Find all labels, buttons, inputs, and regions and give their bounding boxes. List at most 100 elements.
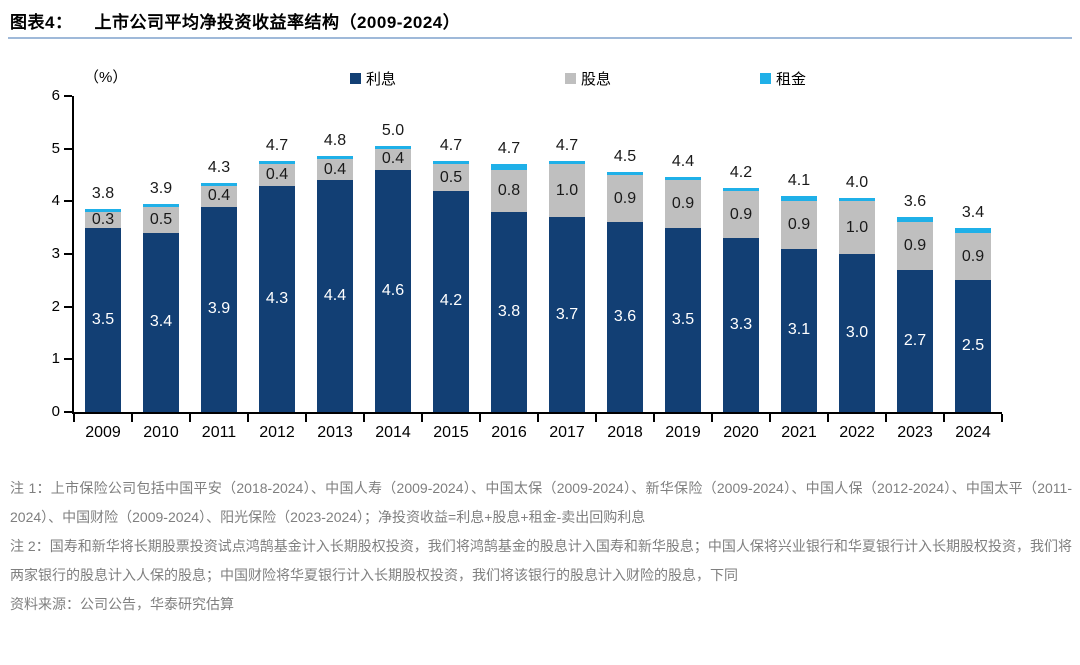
dividend-segment-label: 0.9 [787, 216, 811, 234]
dividend-segment: 0.9 [607, 175, 643, 223]
dividend-segment: 1.0 [839, 201, 875, 254]
dividend-segment: 0.4 [201, 185, 237, 207]
figure-header: 图表4： 上市公司平均净投资收益率结构（2009-2024） [10, 8, 1070, 33]
x-axis-year-label: 2018 [607, 424, 643, 441]
rent-segment [259, 161, 295, 165]
interest-segment-label: 3.3 [729, 316, 753, 334]
rent-segment [433, 161, 469, 165]
bar-2013: 4.8 0.4 4.4 [317, 132, 353, 412]
rent-segment [85, 208, 121, 212]
x-axis-year-label: 2023 [897, 424, 933, 441]
interest-segment: 2.5 [955, 280, 991, 412]
dividend-segment-label: 1.0 [555, 181, 579, 199]
y-axis-tick-label: 2 [51, 297, 60, 315]
x-axis-year-label: 2010 [143, 424, 179, 441]
interest-segment: 3.5 [665, 227, 701, 412]
x-axis-year-label: 2024 [955, 424, 991, 441]
interest-segment-label: 2.5 [961, 337, 985, 355]
x-axis-tick [363, 414, 365, 422]
interest-segment: 3.3 [723, 238, 759, 412]
interest-segment: 2.7 [897, 269, 933, 412]
total-value-label: 4.3 [207, 158, 231, 176]
bar-2015: 4.7 0.5 4.2 [433, 137, 469, 412]
x-axis-year-label: 2014 [375, 424, 411, 441]
interest-segment-label: 3.4 [149, 313, 173, 331]
bar-2023: 3.6 0.9 2.7 [897, 193, 933, 412]
bar-2017: 4.7 1.0 3.7 [549, 137, 585, 412]
rent-segment [317, 156, 353, 160]
interest-segment: 4.2 [433, 190, 469, 412]
interest-segment: 3.6 [607, 222, 643, 412]
interest-segment-label: 3.5 [91, 310, 115, 328]
bar-2022: 4.0 1.0 3.0 [839, 174, 875, 412]
x-axis-tick [131, 414, 133, 422]
total-value-label: 4.8 [323, 132, 347, 150]
interest-segment: 3.9 [201, 206, 237, 412]
bar-2014: 5.0 0.4 4.6 [375, 122, 411, 412]
legend-swatch-rent [760, 73, 771, 84]
stacked-bar-chart: （%） 利息 股息 租金 0 1 2 3 4 5 6 2009 3.8 0.3 3.5 2010 3.9… [0, 44, 1080, 464]
interest-segment-label: 4.3 [265, 289, 289, 307]
rent-segment [723, 187, 759, 191]
dividend-segment-label: 0.5 [149, 210, 173, 228]
x-axis-tick [73, 414, 75, 422]
plot-area: 0 1 2 3 4 5 6 2009 3.8 0.3 3.5 2010 3.9 0.5 3.4 2011 4.3… [52, 87, 1003, 441]
interest-segment-label: 4.2 [439, 292, 463, 310]
bar-2012: 4.7 0.4 4.3 [259, 137, 295, 412]
x-axis-tick [885, 414, 887, 422]
dividend-segment: 0.9 [897, 222, 933, 270]
bar-2009: 3.8 0.3 3.5 [85, 185, 121, 412]
x-axis-tick [305, 414, 307, 422]
x-axis-year-label: 2012 [259, 424, 295, 441]
interest-segment: 3.5 [85, 227, 121, 412]
y-axis-tick-label: 0 [51, 403, 60, 420]
total-value-label: 3.4 [961, 203, 985, 221]
total-value-label: 5.0 [381, 121, 405, 139]
dividend-segment-label: 0.9 [671, 194, 695, 212]
bar-2010: 3.9 0.5 3.4 [143, 180, 179, 412]
dividend-segment: 0.5 [143, 206, 179, 233]
interest-segment: 3.8 [491, 211, 527, 412]
dividend-segment-label: 0.8 [497, 181, 521, 199]
dividend-segment: 0.4 [259, 164, 295, 186]
title-underline [8, 37, 1072, 39]
interest-segment-label: 4.6 [381, 281, 405, 299]
footnotes: 注 1：上市保险公司包括中国平安（2018-2024）、中国人寿（2009-20… [10, 474, 1072, 619]
x-axis-year-label: 2022 [839, 424, 875, 441]
dividend-segment-label: 0.9 [961, 247, 985, 265]
figure-title: 上市公司平均净投资收益率结构（2009-2024） [94, 13, 461, 32]
source-line: 资料来源：公司公告，华泰研究估算 [10, 596, 234, 612]
interest-segment-label: 3.1 [787, 321, 811, 339]
dividend-segment-label: 0.9 [613, 189, 637, 207]
interest-segment: 4.4 [317, 180, 353, 412]
rent-segment [491, 164, 527, 170]
rent-segment [955, 227, 991, 233]
interest-segment: 3.7 [549, 217, 585, 412]
total-value-label: 4.5 [613, 148, 637, 165]
dividend-segment: 1.0 [549, 164, 585, 218]
y-axis-tick [64, 305, 72, 308]
x-axis-year-label: 2017 [549, 424, 585, 441]
legend-swatch-dividend [565, 73, 576, 84]
x-axis-tick [247, 414, 249, 422]
bar-2011: 4.3 0.4 3.9 [201, 159, 237, 412]
interest-segment-label: 3.8 [497, 302, 521, 320]
x-axis-tick [769, 414, 771, 422]
y-axis-tick [64, 411, 72, 413]
bar-2016: 4.7 0.8 3.8 [491, 140, 527, 412]
dividend-segment: 0.5 [433, 164, 469, 191]
y-axis-tick-label: 5 [51, 139, 60, 157]
interest-segment: 3.4 [143, 232, 179, 412]
legend-item-dividend: 股息 [565, 68, 611, 89]
dividend-segment-label: 0.4 [323, 160, 347, 178]
dividend-segment-label: 0.4 [207, 187, 231, 205]
bar-2021: 4.1 0.9 3.1 [781, 172, 817, 412]
bar-2020: 4.2 0.9 3.3 [723, 164, 759, 412]
bar-2018: 4.5 0.9 3.6 [607, 148, 643, 412]
figure-title-line: 图表4： 上市公司平均净投资收益率结构（2009-2024） [10, 8, 1070, 33]
dividend-segment: 0.3 [85, 211, 121, 228]
x-axis-tick [479, 414, 481, 422]
legend-item-rent: 租金 [760, 68, 806, 89]
y-axis-unit-label: （%） [84, 69, 128, 86]
